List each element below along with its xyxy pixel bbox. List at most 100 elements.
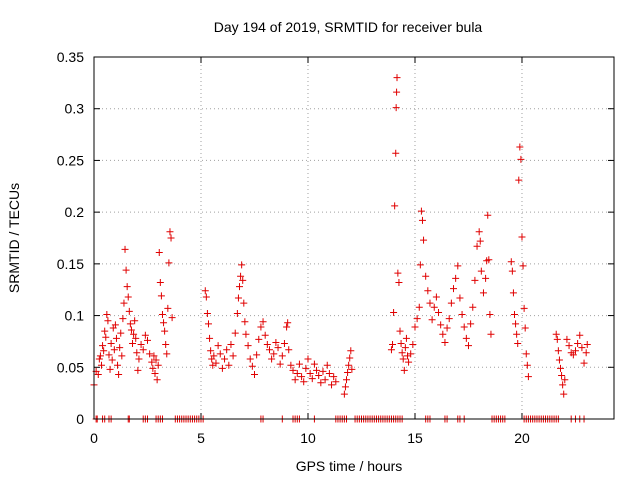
data-point (278, 352, 286, 360)
data-point (112, 334, 120, 342)
data-point (121, 245, 129, 253)
data-point (464, 342, 472, 350)
y-tick-label: 0.1 (65, 308, 85, 324)
data-point (347, 347, 355, 355)
data-point (118, 352, 126, 360)
data-point (261, 331, 269, 339)
data-point (332, 378, 340, 386)
data-point (255, 335, 263, 343)
data-point (411, 323, 419, 331)
data-point (168, 314, 176, 322)
data-point (348, 365, 356, 373)
data-point (234, 294, 242, 302)
data-point (284, 319, 292, 327)
x-tick-label: 20 (514, 430, 530, 446)
data-point (94, 371, 102, 379)
data-point (516, 143, 524, 151)
data-point (150, 352, 158, 360)
y-tick-label: 0.35 (57, 49, 84, 65)
data-point (345, 361, 353, 369)
data-point (135, 355, 143, 363)
x-tick-label: 0 (90, 430, 98, 446)
data-point (274, 344, 282, 352)
data-point (221, 355, 229, 363)
data-point (207, 347, 215, 355)
y-tick-label: 0.05 (57, 359, 84, 375)
data-point (120, 299, 128, 307)
data-point (300, 378, 308, 386)
data-point (397, 339, 405, 347)
x-tick-label: 15 (407, 430, 423, 446)
data-point (104, 317, 112, 325)
data-point (167, 234, 175, 242)
data-point (287, 361, 295, 369)
data-point (263, 341, 271, 349)
data-point (523, 361, 531, 369)
data-point (236, 283, 244, 291)
data-point (110, 346, 118, 354)
data-point (485, 256, 493, 264)
data-point (522, 350, 530, 358)
data-point (156, 278, 164, 286)
data-point (212, 359, 220, 367)
data-point (103, 311, 111, 319)
data-point (233, 310, 241, 318)
data-point (102, 333, 110, 341)
data-point (393, 88, 401, 96)
data-point (396, 327, 404, 335)
data-point (161, 327, 169, 335)
data-point (417, 207, 425, 215)
data-point (460, 323, 468, 331)
data-point (507, 258, 515, 266)
data-point (116, 344, 124, 352)
data-point (524, 373, 532, 381)
data-point (435, 308, 443, 316)
data-point (158, 311, 166, 319)
data-point (401, 344, 409, 352)
data-point (218, 364, 226, 372)
data-point (552, 330, 560, 338)
data-point (405, 358, 413, 366)
data-point (125, 307, 133, 315)
data-point (554, 347, 562, 355)
data-point (398, 349, 406, 357)
data-point (133, 349, 141, 357)
data-point (259, 318, 267, 326)
data-point (295, 360, 303, 368)
data-point (462, 334, 470, 342)
data-point (124, 293, 132, 301)
data-point (325, 369, 333, 377)
data-point (467, 320, 475, 328)
data-point (289, 366, 297, 374)
data-point (422, 272, 430, 280)
data-point (394, 269, 402, 277)
data-point (283, 323, 291, 331)
data-point (237, 272, 245, 280)
data-point (578, 344, 586, 352)
data-point (117, 329, 125, 337)
data-point (514, 339, 522, 347)
data-point (563, 335, 571, 343)
data-point (583, 341, 591, 349)
plot-frame (93, 56, 615, 420)
data-point (437, 321, 445, 329)
data-point (111, 321, 119, 329)
data-point (148, 358, 156, 366)
data-point (229, 352, 237, 360)
data-point (430, 303, 438, 311)
data-point (141, 331, 149, 339)
data-point (450, 285, 458, 293)
data-point (561, 376, 569, 384)
data-point (241, 318, 249, 326)
data-point (253, 351, 261, 359)
data-point (473, 242, 481, 250)
data-point (439, 330, 447, 338)
data-points (90, 74, 591, 423)
data-point (399, 355, 407, 363)
y-tick-label: 0.15 (57, 256, 84, 272)
data-point (115, 371, 123, 379)
data-point (409, 341, 417, 349)
data-point (571, 347, 579, 355)
data-point (441, 338, 449, 346)
data-point (162, 341, 170, 349)
